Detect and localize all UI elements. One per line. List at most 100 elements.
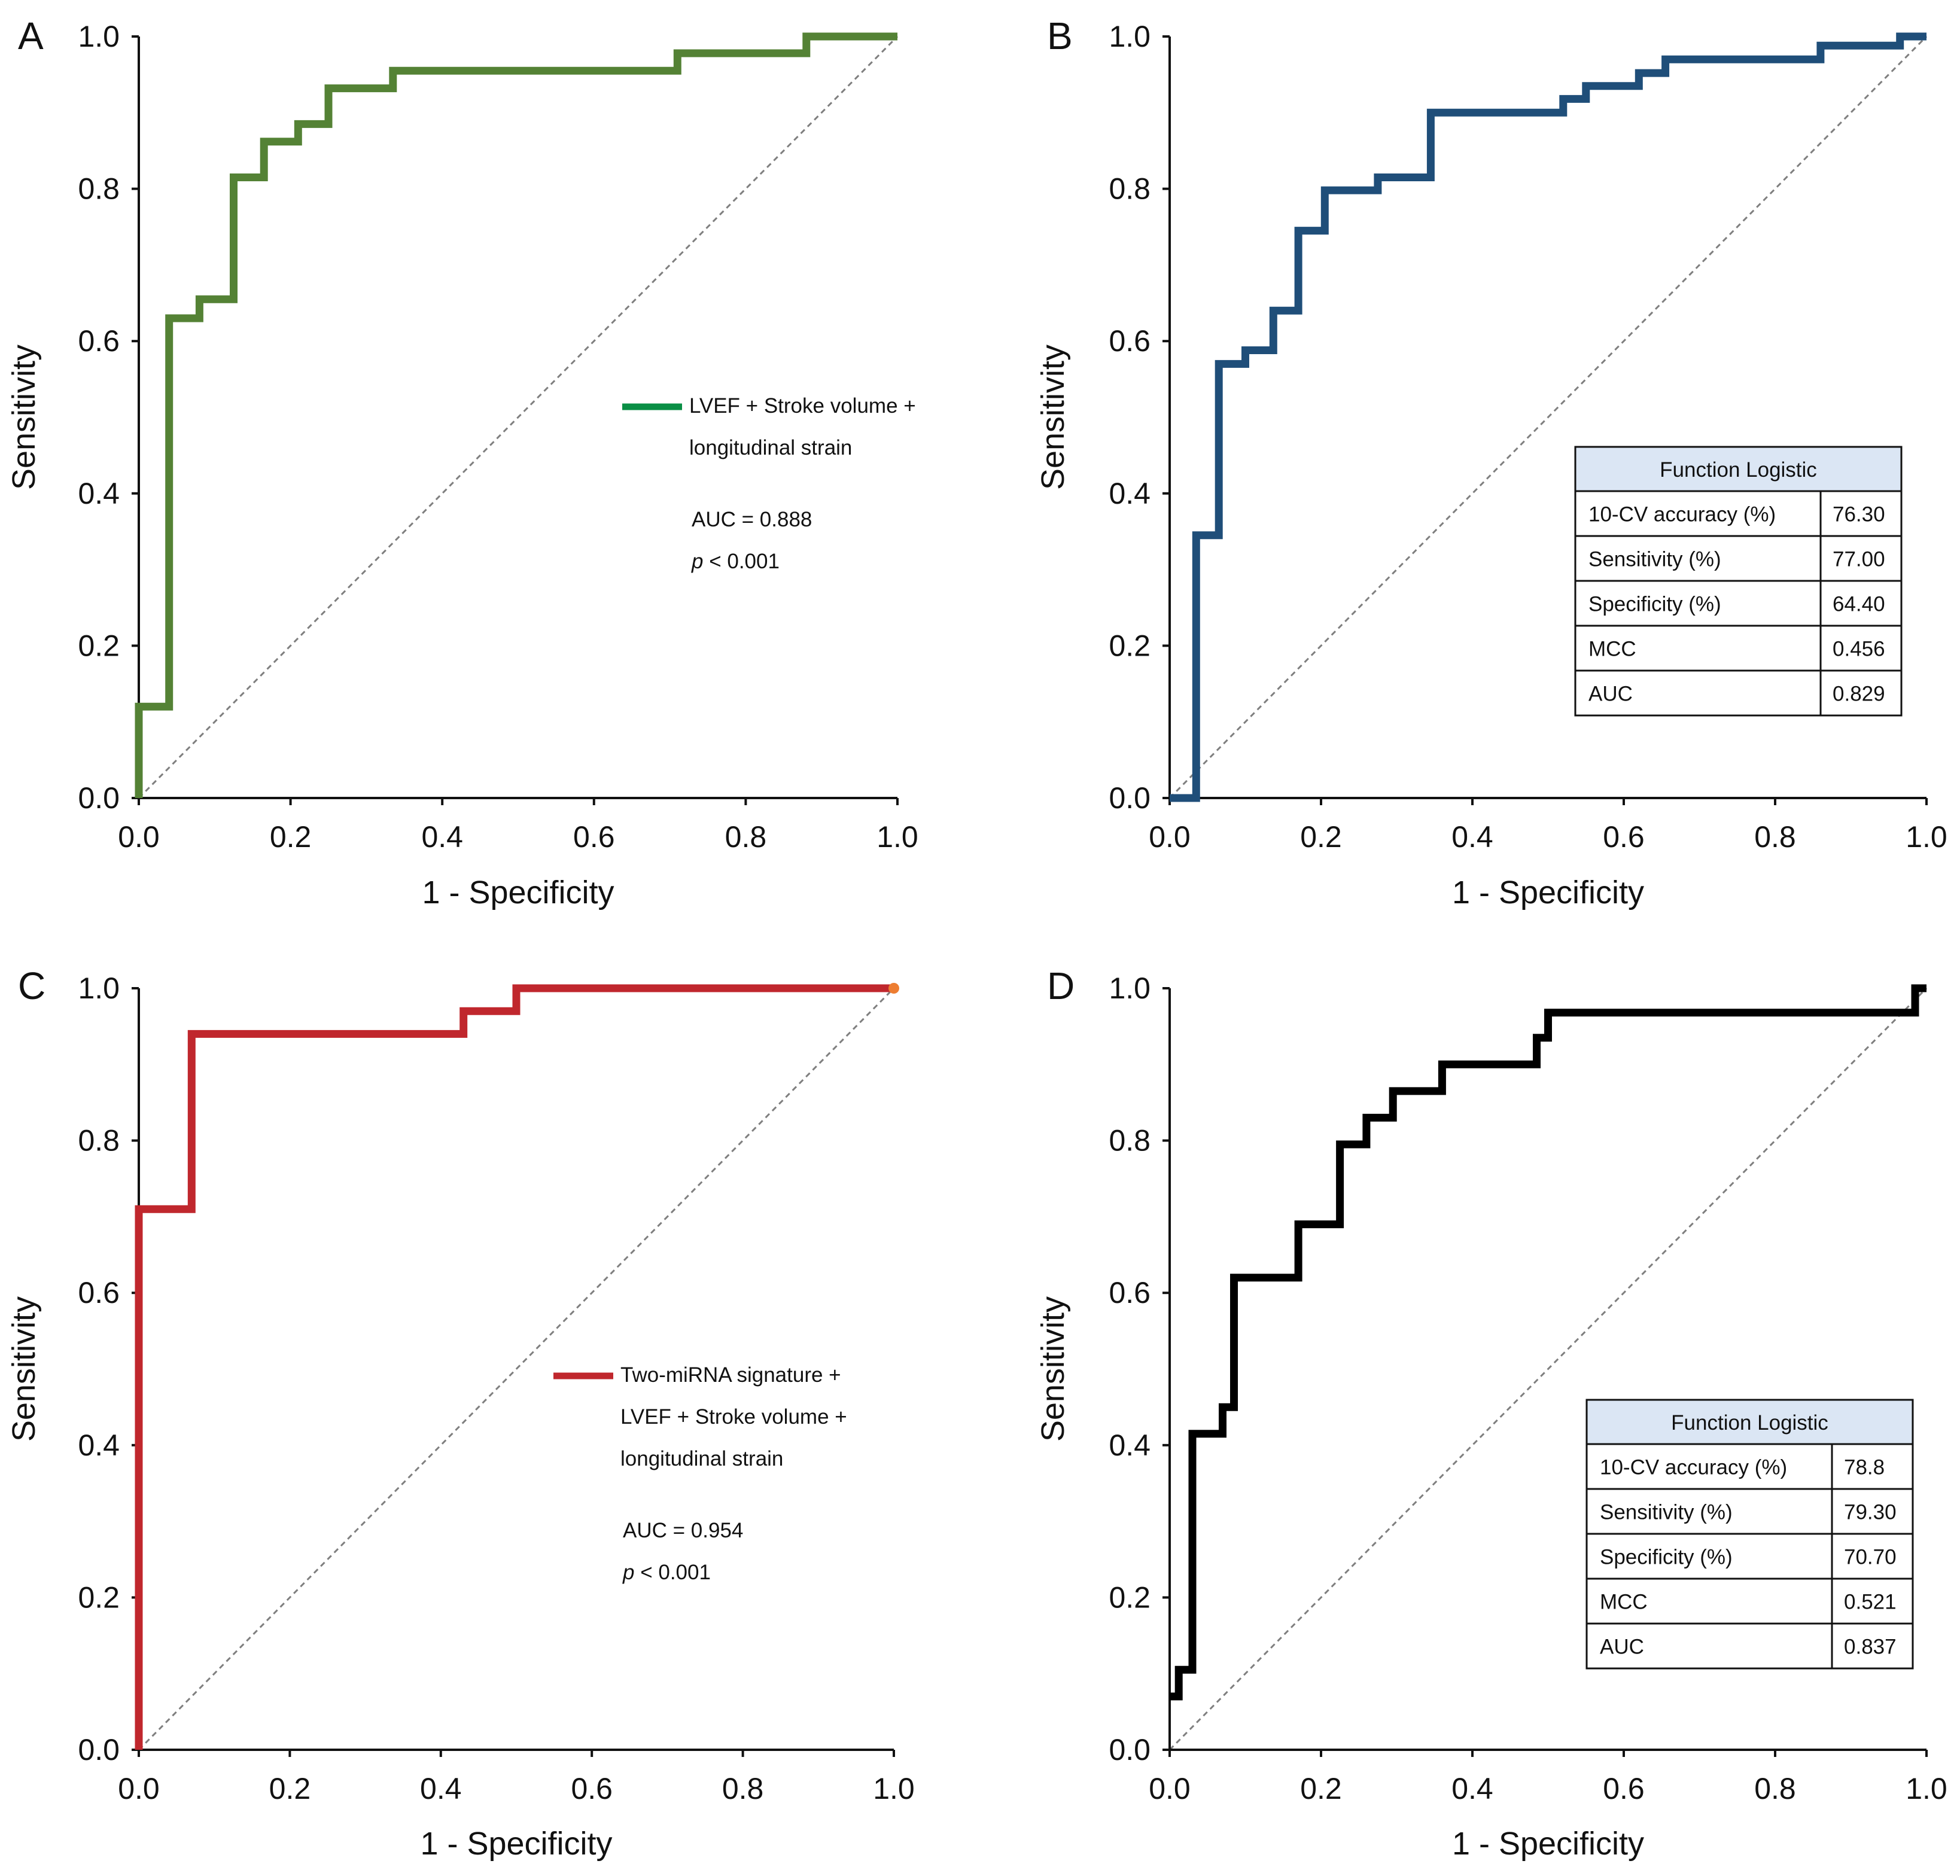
y-tick-label: 0.8: [1109, 172, 1151, 206]
y-tick-label: 0.2: [1109, 629, 1151, 662]
table-metric-value: 0.837: [1844, 1636, 1897, 1659]
endpoint-marker: [888, 983, 899, 994]
reference-diagonal-line: [138, 35, 899, 799]
panel-c: C 0.0 0.2 0.4 0.6 0.8 1.0 0.0 0.2 0.4 0.6 0.8 1.0 1 -…: [6, 964, 915, 1862]
table-metric-value: 64.40: [1833, 593, 1885, 616]
y-tick-label: 0.4: [78, 1429, 120, 1462]
y-tick-label: 0.0: [1109, 1733, 1151, 1767]
x-tick-label: 0.0: [1149, 820, 1191, 854]
table-metric-value: 70.70: [1844, 1546, 1897, 1569]
p-value-threshold: < 0.001: [634, 1561, 710, 1584]
auc-text: AUC = 0.954: [623, 1519, 743, 1542]
reference-diagonal-line: [1168, 987, 1928, 1751]
x-tick-label: 1.0: [1906, 820, 1947, 854]
legend-label: Two-miRNA signature +: [620, 1363, 841, 1387]
table-title: Function Logistic: [1671, 1411, 1828, 1435]
table-metric-label: AUC: [1600, 1636, 1644, 1659]
x-tick-label: 0.2: [1300, 1772, 1342, 1805]
x-tick-label: 0.6: [571, 1772, 613, 1805]
y-tick-label: 0.6: [1109, 1276, 1151, 1309]
y-tick-label: 0.4: [1109, 477, 1151, 510]
y-tick-label: 0.0: [78, 781, 120, 815]
panel-a: A 0.0 0.2 0.4 0.6 0.8 1.0 0.0 0.2 0.4 0.6 0.8 1.0 1 -…: [6, 14, 918, 910]
panel-label-b: B: [1047, 14, 1073, 57]
x-tick-label: 0.2: [270, 820, 312, 854]
panel-b: B 0.0 0.2 0.4 0.6 0.8 1.0 0.0 0.2 0.4 0.6 0.8 1.0 1 -…: [1035, 14, 1947, 910]
legend-c: Two-miRNA signature + LVEF + Stroke volum…: [553, 1363, 847, 1584]
y-tick-label: 1.0: [1109, 20, 1151, 53]
x-axis-title: 1 - Specificity: [1452, 875, 1644, 910]
x-tick-label: 0.4: [421, 820, 463, 854]
table-metric-label: MCC: [1588, 638, 1636, 661]
table-metric-label: AUC: [1588, 683, 1633, 706]
x-tick-label: 1.0: [873, 1772, 915, 1805]
p-value-symbol: p: [691, 550, 703, 573]
legend-label: LVEF + Stroke volume +: [620, 1405, 847, 1429]
y-axis-title: Sensitivity: [1035, 1296, 1071, 1442]
y-tick-label: 0.6: [78, 324, 120, 358]
table-metric-value: 0.521: [1844, 1591, 1897, 1614]
legend-label: LVEF + Stroke volume +: [689, 394, 916, 418]
y-tick-label: 0.8: [1109, 1124, 1151, 1158]
y-tick-label: 0.6: [1109, 324, 1151, 358]
y-tick-label: 0.2: [78, 1580, 120, 1614]
roc-curve-d: [1170, 984, 1926, 1701]
y-tick-label: 0.6: [78, 1276, 120, 1309]
x-tick-label: 1.0: [1906, 1772, 1947, 1805]
x-tick-label: 0.0: [1149, 1772, 1191, 1805]
roc-curve-b: [1170, 32, 1926, 802]
x-tick-label: 0.8: [722, 1772, 764, 1805]
panel-label-a: A: [18, 14, 44, 57]
table-metric-label: MCC: [1600, 1591, 1648, 1614]
table-header-fill: [1587, 1400, 1913, 1444]
table-metric-value: 0.456: [1833, 638, 1885, 661]
x-tick-label: 0.4: [1451, 1772, 1493, 1805]
legend-label: longitudinal strain: [689, 436, 852, 459]
y-tick-label: 0.2: [1109, 1580, 1151, 1614]
table-metric-value: 77.00: [1833, 548, 1885, 571]
x-tick-label: 0.2: [1300, 820, 1342, 854]
p-value-text: p < 0.001: [622, 1561, 711, 1584]
x-tick-label: 0.6: [573, 820, 615, 854]
table-header-fill: [1575, 447, 1901, 491]
metrics-table-d: Function Logistic 10-CV accuracy (%) 78.8 S…: [1585, 1399, 1914, 1670]
table-title: Function Logistic: [1660, 458, 1817, 482]
table-metric-value: 79.30: [1844, 1501, 1897, 1524]
x-tick-label: 0.0: [118, 1772, 160, 1805]
roc-curve-a: [135, 32, 897, 798]
table-metric-label: Sensitivity (%): [1588, 548, 1721, 571]
x-tick-label: 0.6: [1603, 820, 1645, 854]
y-tick-label: 0.8: [78, 1124, 120, 1158]
y-tick-label: 0.4: [78, 477, 120, 510]
x-tick-label: 0.8: [725, 820, 767, 854]
y-tick-label: 0.0: [78, 1733, 120, 1767]
table-metric-label: Specificity (%): [1588, 593, 1721, 616]
table-metric-label: 10-CV accuracy (%): [1588, 503, 1776, 526]
y-tick-label: 0.4: [1109, 1429, 1151, 1462]
x-tick-label: 0.6: [1603, 1772, 1645, 1805]
p-value-threshold: < 0.001: [703, 550, 779, 573]
x-tick-label: 1.0: [876, 820, 918, 854]
y-tick-label: 1.0: [78, 972, 120, 1005]
y-tick-label: 1.0: [1109, 972, 1151, 1005]
legend-a: LVEF + Stroke volume + longitudinal strai…: [622, 394, 916, 573]
x-tick-label: 0.4: [420, 1772, 462, 1805]
y-tick-label: 0.0: [1109, 781, 1151, 815]
reference-diagonal-line: [1168, 35, 1928, 799]
y-axis-title: Sensitivity: [6, 345, 42, 490]
y-tick-label: 1.0: [78, 20, 120, 53]
x-tick-label: 0.0: [118, 820, 160, 854]
metrics-table-b: Function Logistic 10-CV accuracy (%) 76.30…: [1574, 446, 1903, 717]
x-tick-label: 0.8: [1754, 820, 1796, 854]
table-metric-label: Specificity (%): [1600, 1546, 1733, 1569]
reference-diagonal-line: [138, 987, 895, 1751]
x-tick-label: 0.2: [269, 1772, 311, 1805]
p-value-text: p < 0.001: [691, 550, 780, 573]
table-metric-value: 0.829: [1833, 683, 1885, 706]
roc-curve-c: [135, 984, 894, 1750]
x-axis-title: 1 - Specificity: [420, 1826, 612, 1862]
table-metric-label: Sensitivity (%): [1600, 1501, 1733, 1524]
y-tick-label: 0.2: [78, 629, 120, 662]
table-metric-value: 76.30: [1833, 503, 1885, 526]
